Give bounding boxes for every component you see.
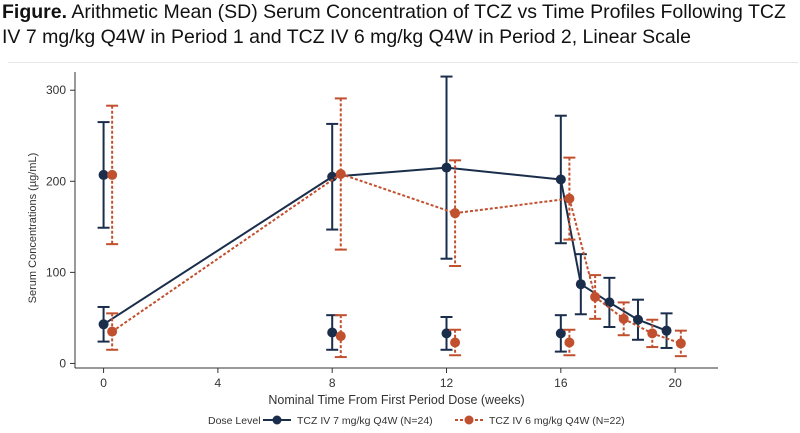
series-line-iv6 — [623, 317, 653, 335]
legend-title: Dose Level — [208, 415, 261, 427]
data-point-iv6 — [564, 193, 575, 204]
data-point-iv7 — [98, 169, 109, 180]
legend-label-iv7: TCZ IV 7 mg/kg Q4W (N=24) — [297, 415, 433, 427]
data-point-iv7 — [575, 279, 586, 290]
y-axis-label: Serum Concentrations (µg/mL) — [27, 153, 39, 304]
series-line-iv6 — [651, 332, 682, 345]
series-line-iv6 — [111, 173, 342, 333]
series-line-iv6 — [568, 198, 597, 298]
data-point-iv7 — [555, 174, 566, 185]
chart-panel — [8, 62, 798, 431]
series-line-iv6 — [340, 173, 456, 215]
x-tick-label: 16 — [554, 376, 568, 390]
data-point-iv7 — [661, 325, 672, 336]
data-point-iv7 — [441, 328, 452, 339]
figure-label: Figure. — [2, 1, 68, 23]
series-line-iv7 — [608, 301, 639, 321]
x-tick-label: 4 — [215, 376, 222, 390]
data-point-iv7 — [327, 327, 338, 338]
data-point-iv7 — [327, 171, 338, 182]
legend-marker-iv6 — [464, 415, 474, 425]
series-line-iv7 — [559, 179, 582, 285]
legend-label-iv6: TCZ IV 6 mg/kg Q4W (N=22) — [489, 415, 625, 427]
x-tick-label: 0 — [100, 376, 107, 390]
x-axis-label: Nominal Time From First Period Dose (wee… — [268, 393, 524, 407]
data-point-iv6 — [590, 291, 601, 302]
series-line-iv6 — [594, 296, 625, 320]
legend-marker-iv7 — [272, 415, 282, 425]
figure-title: Figure. Arithmetic Mean (SD) Serum Conce… — [2, 0, 798, 50]
data-point-iv6 — [675, 338, 686, 349]
x-tick-label: 8 — [329, 376, 336, 390]
data-point-iv6 — [450, 337, 461, 348]
figure-title-text: Arithmetic Mean (SD) Serum Concentration… — [2, 1, 786, 48]
data-point-iv7 — [441, 162, 452, 173]
data-point-iv6 — [564, 337, 575, 348]
data-point-iv6 — [107, 169, 118, 180]
data-point-iv7 — [98, 319, 109, 330]
series-line-iv7 — [332, 166, 447, 178]
series-line-iv7 — [103, 175, 333, 326]
data-point-iv6 — [107, 326, 118, 337]
series-line-iv6 — [454, 197, 570, 215]
x-tick-label: 20 — [668, 376, 682, 390]
x-tick-label: 12 — [440, 376, 454, 390]
data-point-iv6 — [618, 313, 629, 324]
series-line-iv7 — [446, 166, 561, 181]
y-tick-label: 100 — [46, 265, 66, 279]
data-point-iv6 — [335, 331, 346, 342]
y-tick-label: 300 — [46, 83, 66, 97]
y-tick-label: 0 — [59, 356, 66, 370]
data-point-iv7 — [632, 314, 643, 325]
data-point-iv6 — [450, 208, 461, 219]
data-point-iv7 — [555, 328, 566, 339]
data-point-iv6 — [335, 169, 346, 180]
data-point-iv7 — [604, 297, 615, 308]
y-tick-label: 200 — [46, 174, 66, 188]
data-point-iv6 — [647, 328, 658, 339]
